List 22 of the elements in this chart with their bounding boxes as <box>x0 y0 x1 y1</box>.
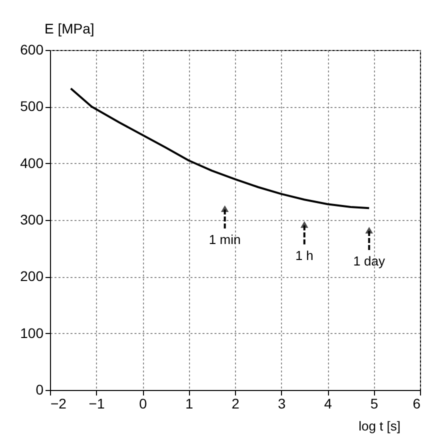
y-tick-label: 300 <box>20 212 44 228</box>
y-tick-label: 500 <box>20 98 44 114</box>
x-tick-label: 6 <box>412 396 421 412</box>
x-tick-label: 0 <box>139 396 148 412</box>
annotation: 1 h <box>295 248 314 264</box>
line-series <box>70 88 370 210</box>
x-tick-label: 2 <box>232 396 240 412</box>
y-tick-label: 100 <box>20 324 44 341</box>
annotation: 1 min <box>208 232 241 248</box>
x-axis-title: log t [s] <box>358 418 400 434</box>
y-axis-title: E [MPa] <box>44 20 94 36</box>
x-tick-label: −1 <box>88 396 105 412</box>
x-tick-label: 3 <box>278 396 286 412</box>
y-tick-label: 400 <box>20 154 44 171</box>
x-tick-label: −2 <box>50 396 67 412</box>
x-tick-label: 1 <box>185 396 194 412</box>
y-tick-label: 0 <box>36 382 44 398</box>
x-tick-label: 5 <box>370 396 378 412</box>
y-tick-label: 600 <box>20 42 44 58</box>
y-tick-label: 200 <box>20 268 44 284</box>
x-tick-label: 4 <box>324 396 332 412</box>
annotation: 1 day <box>353 254 386 269</box>
